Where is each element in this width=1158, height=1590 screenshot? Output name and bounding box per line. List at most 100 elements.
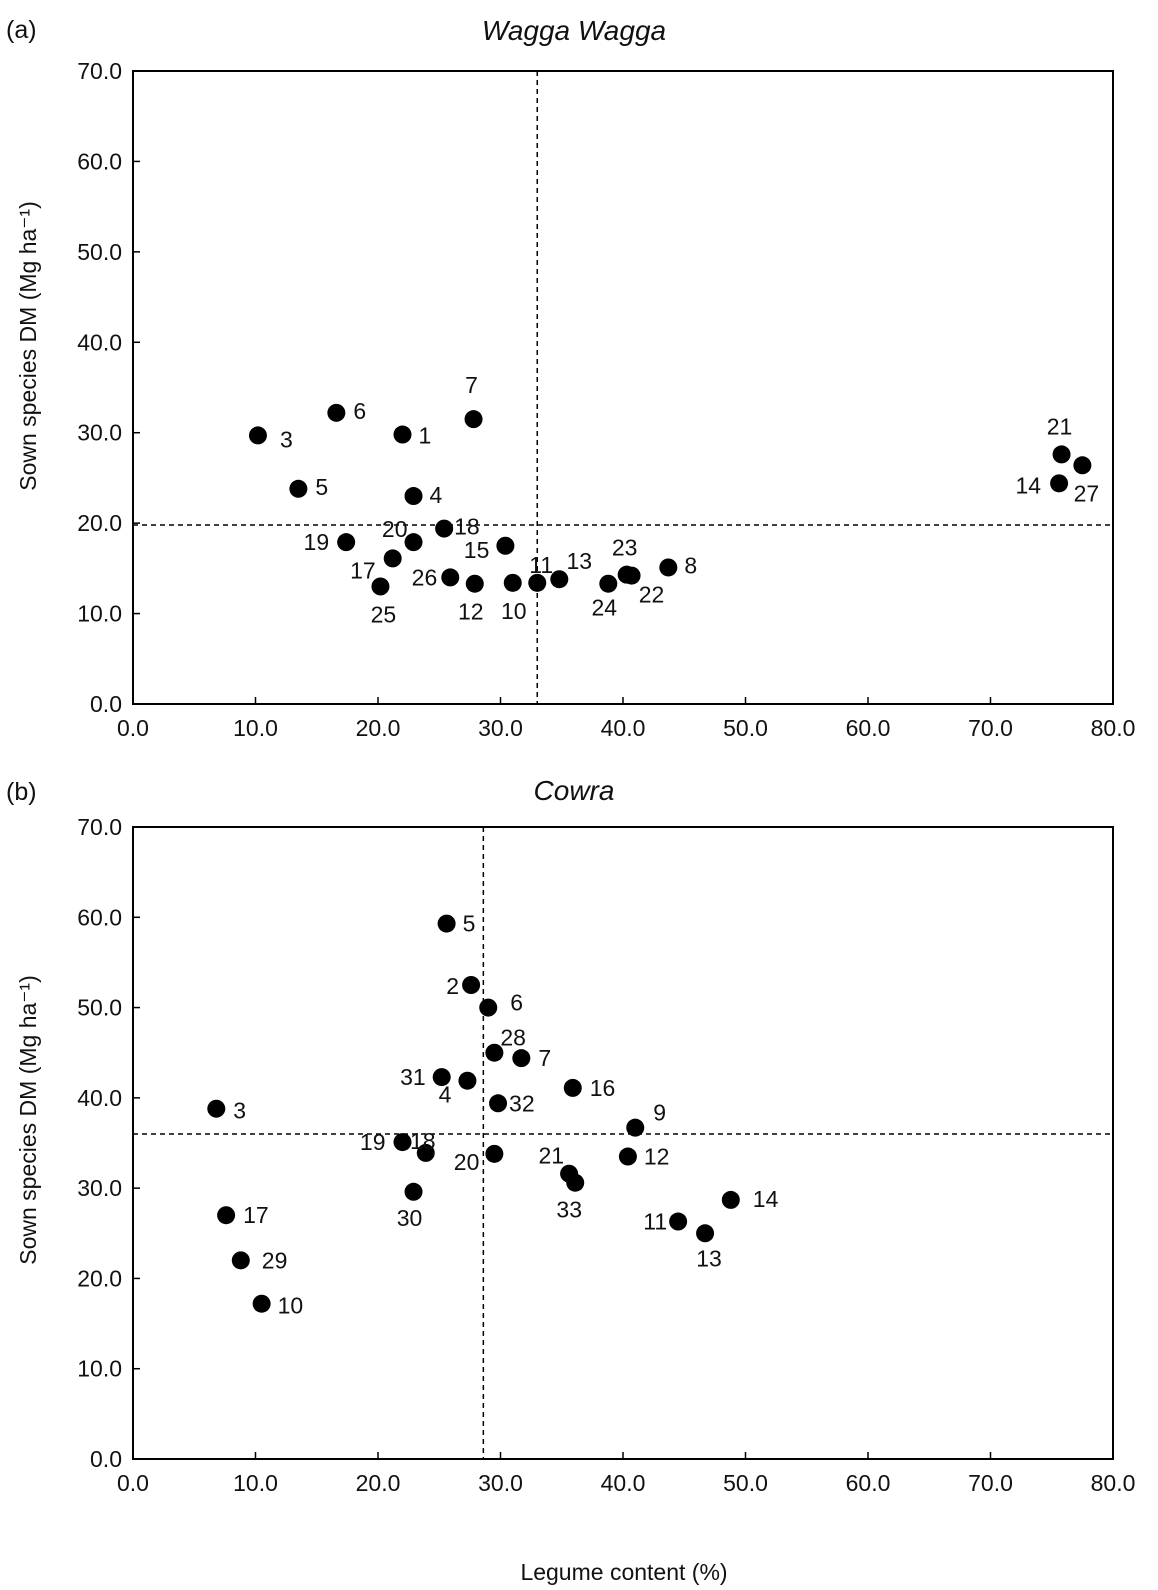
data-point [458,1071,477,1090]
data-point-label: 17 [243,1202,269,1228]
data-point [1073,456,1092,475]
x-tick-label: 0.0 [117,1470,149,1496]
data-point [566,1173,585,1192]
data-point [383,549,402,568]
data-point-label: 19 [360,1129,386,1155]
y-tick-label: 70.0 [77,814,122,840]
data-point-label: 13 [567,548,593,574]
data-point-label: 22 [639,582,665,608]
data-point [248,426,267,445]
x-tick-label: 30.0 [478,1470,523,1496]
data-point [563,1078,582,1097]
data-point [432,1068,451,1087]
x-tick-label: 40.0 [601,1470,646,1496]
data-point [393,425,412,444]
data-point [485,1144,504,1163]
data-point [626,1118,645,1137]
panel-a-label: (a) [6,16,37,44]
panel-a-ylabel: Sown species DM (Mg ha⁻¹) [15,201,41,491]
data-point [464,410,483,429]
data-point [1052,445,1071,464]
data-point-label: 25 [371,601,397,627]
panel-b-cowra: (b) Cowra Sown species DM (Mg ha⁻¹) 0.0 1… [6,775,1135,1496]
x-tick-label: 10.0 [233,1470,278,1496]
x-tick-label: 50.0 [723,715,768,741]
data-point-label: 11 [529,552,553,578]
y-tick-label: 0.0 [90,1446,122,1472]
data-point [618,1147,637,1166]
data-point-label: 29 [262,1247,288,1273]
data-point-label: 17 [350,557,376,583]
panel-b-plot-frame [132,826,1114,1460]
data-point [659,558,678,577]
y-tick-label: 50.0 [77,239,122,265]
data-point-label: 32 [509,1090,535,1116]
data-point [441,568,460,587]
data-point-label: 24 [592,595,618,621]
data-point-label: 23 [612,535,638,561]
data-point [617,565,636,584]
panel-a-ticks: 0.0 10.0 20.0 30.0 40.0 50.0 60.0 70.0 80.0 0.0 10… [77,58,1135,741]
y-tick-label: 60.0 [77,904,122,930]
panel-a-plot-frame [132,70,1114,705]
data-point-label: 8 [684,552,697,578]
y-tick-label: 40.0 [77,329,122,355]
x-tick-label: 80.0 [1091,1470,1136,1496]
data-point-label: 12 [644,1144,670,1170]
x-tick-label: 70.0 [968,715,1013,741]
x-tick-label: 20.0 [356,715,401,741]
data-point-label: 18 [454,514,480,540]
x-tick-label: 30.0 [478,715,523,741]
data-point-label: 31 [400,1064,426,1090]
data-point-label: 11 [643,1209,667,1235]
data-point-label: 7 [465,372,478,398]
data-point-label: 30 [397,1205,423,1231]
y-tick-label: 10.0 [77,601,122,627]
data-point-label: 27 [1074,480,1100,506]
data-point-label: 5 [315,474,328,500]
panel-b-title: Cowra [534,775,615,806]
y-tick-label: 0.0 [90,691,122,717]
data-point-label: 21 [539,1143,565,1169]
data-point [489,1094,508,1113]
data-point-label: 5 [463,911,476,937]
data-point [1050,474,1069,493]
data-point [207,1099,226,1118]
x-tick-label: 20.0 [356,1470,401,1496]
data-point [669,1212,688,1231]
data-point [252,1294,271,1313]
x-tick-label: 60.0 [846,1470,891,1496]
data-point [231,1251,250,1270]
data-point-label: 12 [458,599,484,625]
data-point-label: 6 [510,990,523,1016]
data-point [503,573,522,592]
x-tick-label: 0.0 [117,715,149,741]
data-point-label: 18 [410,1128,436,1154]
data-point [289,479,308,498]
data-point-label: 14 [1016,472,1042,498]
data-point [327,403,346,422]
data-point-label: 21 [1047,413,1073,439]
data-point-label: 3 [233,1098,246,1124]
panel-a-title: Wagga Wagga [482,15,666,46]
y-tick-label: 60.0 [77,148,122,174]
x-tick-label: 60.0 [846,715,891,741]
data-point [416,1143,435,1162]
data-point [437,914,456,933]
data-point-label: 2 [446,973,459,999]
data-point-label: 4 [430,482,443,508]
x-tick-label: 50.0 [723,1470,768,1496]
data-point [550,570,569,589]
panel-a-reference-lines [133,71,1113,704]
panel-b-ylabel: Sown species DM (Mg ha⁻¹) [15,975,41,1265]
data-point [462,976,481,994]
panel-b-ticks: 0.0 10.0 20.0 30.0 40.0 50.0 60.0 70.0 80.0 0.0 10… [77,814,1135,1496]
y-tick-label: 40.0 [77,1085,122,1111]
x-tick-label: 10.0 [233,715,278,741]
y-tick-label: 10.0 [77,1356,122,1382]
data-point-label: 10 [278,1293,304,1319]
data-point-label: 4 [439,1082,452,1108]
y-tick-label: 70.0 [77,58,122,84]
y-tick-label: 20.0 [77,1265,122,1291]
